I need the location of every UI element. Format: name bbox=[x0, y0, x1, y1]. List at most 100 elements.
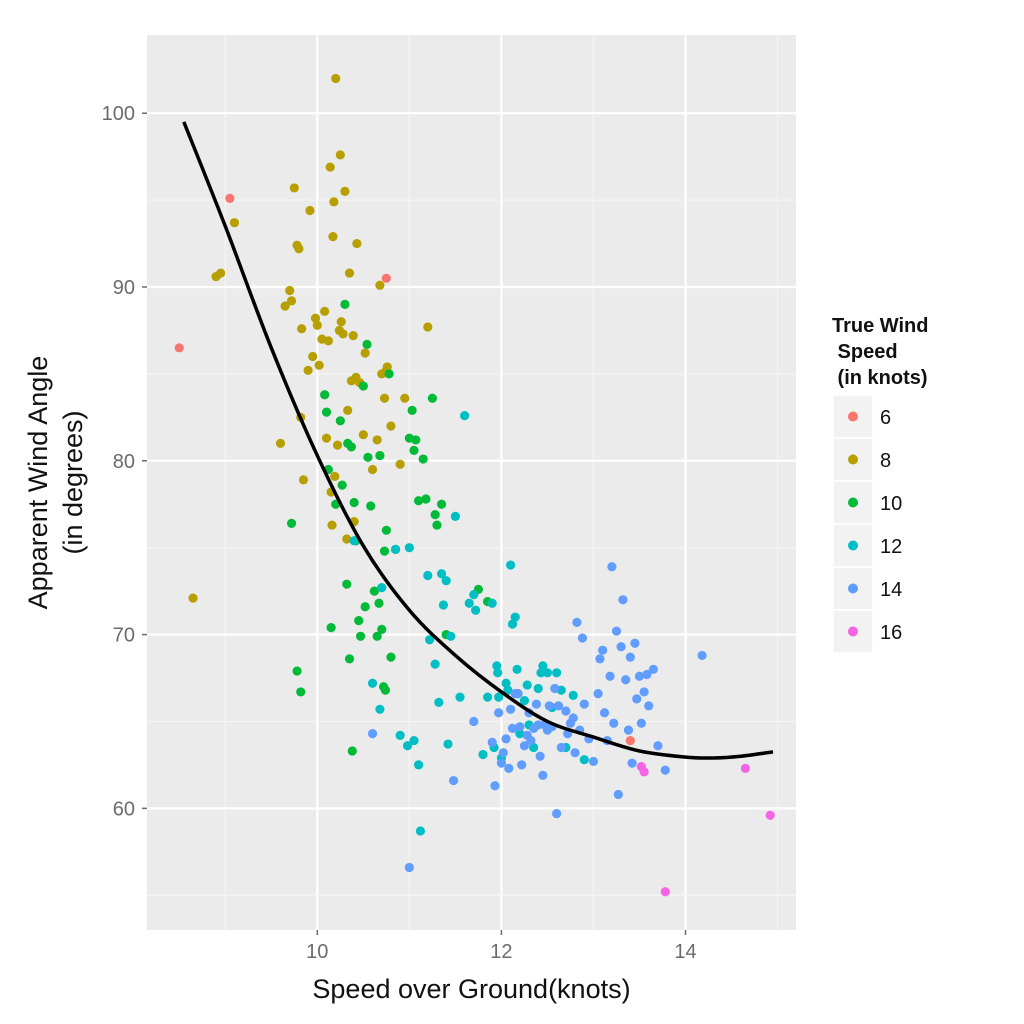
data-point-speed-12 bbox=[390, 544, 401, 555]
data-point-speed-8 bbox=[298, 475, 309, 485]
data-point-speed-12 bbox=[367, 678, 378, 688]
data-point-speed-12 bbox=[529, 742, 539, 753]
data-point-speed-12 bbox=[483, 692, 493, 702]
data-point-speed-16 bbox=[740, 763, 750, 773]
data-point-speed-12 bbox=[469, 589, 479, 600]
data-point-speed-12 bbox=[510, 612, 520, 622]
y-axis-title-line-1: Apparent Wind Angle bbox=[23, 356, 53, 610]
data-point-speed-12 bbox=[506, 560, 516, 570]
data-point-speed-10 bbox=[347, 746, 357, 756]
data-point-speed-8 bbox=[321, 433, 332, 443]
data-point-speed-10 bbox=[360, 602, 370, 612]
data-point-speed-12 bbox=[446, 631, 456, 641]
data-point-speed-12 bbox=[538, 661, 548, 671]
data-point-speed-14 bbox=[469, 716, 479, 727]
data-point-speed-14 bbox=[526, 735, 536, 746]
data-point-speed-14 bbox=[572, 617, 582, 627]
data-point-speed-10 bbox=[421, 494, 431, 504]
data-point-speed-10 bbox=[296, 687, 306, 697]
data-point-speed-8 bbox=[305, 205, 315, 216]
data-point-speed-8 bbox=[285, 285, 295, 296]
data-point-speed-10 bbox=[379, 546, 390, 556]
fit-curve bbox=[182, 121, 774, 760]
data-point-speed-12 bbox=[423, 570, 433, 581]
data-point-speed-14 bbox=[632, 694, 642, 704]
data-point-speed-14 bbox=[621, 675, 631, 685]
data-point-speed-14 bbox=[634, 671, 645, 681]
x-tick-label: 10 bbox=[306, 941, 328, 963]
data-point-speed-14 bbox=[553, 701, 564, 711]
grid-lines bbox=[147, 35, 796, 930]
data-point-speed-12 bbox=[494, 692, 504, 702]
data-point-speed-14 bbox=[494, 708, 504, 718]
data-point-speed-8 bbox=[331, 73, 341, 84]
data-point-speed-12 bbox=[487, 598, 497, 608]
data-point-speed-12 bbox=[493, 668, 503, 678]
data-point-speed-8 bbox=[328, 231, 338, 242]
data-point-speed-14 bbox=[550, 683, 560, 694]
y-tick-label: 100 bbox=[102, 103, 135, 125]
data-point-speed-12 bbox=[404, 543, 414, 553]
data-point-speed-8 bbox=[342, 534, 352, 544]
data-point-speed-14 bbox=[607, 562, 617, 572]
data-point-speed-14 bbox=[611, 626, 622, 636]
data-point-speed-14 bbox=[490, 781, 500, 791]
data-point-speed-8 bbox=[310, 313, 321, 323]
data-point-speed-14 bbox=[544, 701, 554, 711]
data-point-speed-8 bbox=[312, 320, 322, 330]
data-point-speed-10 bbox=[375, 450, 385, 461]
data-point-speed-14 bbox=[517, 760, 527, 770]
data-point-speed-8 bbox=[386, 421, 396, 431]
data-point-speed-14 bbox=[627, 758, 637, 768]
data-point-speed-14 bbox=[533, 720, 543, 730]
data-point-speed-8 bbox=[329, 197, 339, 207]
data-point-speed-14 bbox=[556, 742, 566, 753]
legend-swatch-12 bbox=[848, 540, 858, 551]
data-point-speed-14 bbox=[598, 645, 608, 655]
legend-swatch-8 bbox=[848, 454, 858, 465]
data-point-speed-8 bbox=[367, 464, 378, 475]
x-tick-label: 14 bbox=[674, 941, 696, 963]
data-point-speed-12 bbox=[515, 729, 525, 739]
data-point-speed-10 bbox=[380, 685, 391, 695]
data-point-speed-12 bbox=[501, 678, 511, 688]
data-point-speed-14 bbox=[639, 687, 649, 697]
legend-swatch-10 bbox=[848, 497, 858, 508]
data-point-speed-12 bbox=[430, 659, 440, 669]
data-point-speed-10 bbox=[342, 579, 352, 589]
data-point-speed-10 bbox=[363, 452, 373, 462]
data-points bbox=[174, 73, 775, 897]
data-point-speed-6 bbox=[625, 735, 635, 746]
data-point-speed-8 bbox=[280, 301, 290, 311]
legend-label-12: 12 bbox=[880, 536, 902, 558]
data-point-speed-14 bbox=[653, 741, 663, 751]
data-point-speed-12 bbox=[471, 605, 481, 615]
data-point-speed-12 bbox=[402, 741, 413, 751]
data-point-speed-10 bbox=[418, 454, 428, 464]
data-point-speed-14 bbox=[642, 669, 652, 680]
x-axis-tick-labels: 10 12 14 bbox=[306, 930, 697, 963]
data-point-speed-12 bbox=[536, 668, 546, 678]
data-point-speed-10 bbox=[321, 407, 332, 417]
data-point-speed-8 bbox=[352, 238, 362, 249]
data-point-speed-8 bbox=[308, 351, 318, 362]
data-point-speed-12 bbox=[409, 735, 419, 746]
data-point-speed-10 bbox=[436, 499, 447, 509]
data-point-speed-10 bbox=[377, 624, 387, 634]
data-point-speed-14 bbox=[697, 650, 707, 661]
legend-swatch-16 bbox=[848, 626, 858, 637]
data-point-speed-10 bbox=[413, 496, 424, 506]
y-tick-label: 70 bbox=[113, 625, 135, 647]
y-axis-title-line-2: (in degrees) bbox=[58, 410, 88, 554]
data-point-speed-8 bbox=[336, 317, 346, 327]
data-point-speed-8 bbox=[372, 435, 382, 445]
data-point-speed-12 bbox=[533, 683, 543, 694]
data-point-speed-8 bbox=[294, 244, 304, 254]
legend-title-line-2: Speed bbox=[832, 341, 898, 363]
data-point-speed-12 bbox=[552, 668, 562, 678]
data-point-speed-8 bbox=[338, 329, 348, 339]
data-point-speed-14 bbox=[613, 789, 623, 800]
data-point-speed-12 bbox=[464, 598, 474, 608]
data-point-speed-12 bbox=[519, 696, 530, 706]
data-point-speed-16 bbox=[660, 887, 670, 897]
